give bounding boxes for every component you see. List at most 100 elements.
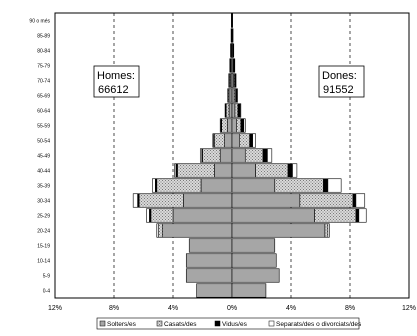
y-tick-2: 10-14 (37, 259, 50, 265)
homes-total: 66612 (98, 84, 129, 96)
legend-swatch-1 (156, 320, 163, 327)
bar-homes-s1-5 (150, 208, 174, 223)
bar-homes-s0-7 (200, 178, 233, 193)
legend-label-2: Vidus/es (222, 321, 248, 328)
y-tick-6: 30-34 (37, 199, 50, 205)
x-tick-4: 4% (286, 305, 296, 312)
y-tick-17: 85-89 (37, 34, 50, 40)
bar-dones-s1-7 (274, 178, 324, 193)
bar-dones-s2-12 (237, 103, 241, 118)
homes-title: Homes: (97, 70, 135, 82)
bar-dones-s3-6 (355, 193, 366, 208)
bar-homes-s3-4 (156, 223, 159, 238)
bar-homes-s3-6 (132, 193, 138, 208)
y-tick-16: 80-84 (37, 49, 50, 55)
bar-dones-s2-9 (262, 148, 268, 163)
bar-dones-s0-2 (231, 253, 277, 268)
x-tick-labels: 12% 8% 4% 0% 4% 8% 12% (48, 305, 416, 312)
bar-homes-s1-12 (225, 103, 230, 118)
x-tick-5: 8% (345, 305, 355, 312)
y-tick-labels: 0-4 5-9 10-14 15-19 20-24 25-29 30-34 35-39 40-4… (29, 19, 50, 295)
bar-homes-s1-4 (157, 223, 163, 238)
y-tick-12: 60-64 (37, 109, 50, 115)
legend-label-0: Solters/es (107, 321, 137, 328)
bar-homes-s0-11 (227, 118, 233, 133)
y-tick-4: 20-24 (37, 229, 50, 235)
x-tick-0: 12% (48, 305, 62, 312)
bar-dones-s0-6 (231, 193, 301, 208)
bar-dones-s1-8 (255, 163, 289, 178)
bar-dones-s1-11 (236, 118, 242, 133)
bar-dones-s1-9 (244, 148, 264, 163)
bar-dones-s3-11 (243, 118, 246, 133)
y-tick-8: 40-44 (37, 169, 50, 175)
bar-dones-s0-7 (231, 178, 276, 193)
bar-homes-s3-8 (174, 163, 177, 178)
legend-swatch-3 (268, 320, 275, 327)
bar-dones-s3-9 (267, 148, 273, 163)
bar-dones-s0-4 (231, 223, 326, 238)
dones-title: Dones: (322, 70, 357, 82)
y-tick-0: 0-4 (43, 289, 50, 295)
bar-homes-s0-0 (196, 283, 233, 298)
y-tick-7: 35-39 (37, 184, 50, 190)
bar-dones-s2-11 (240, 118, 245, 133)
x-tick-1: 8% (109, 305, 119, 312)
bar-dones-s1-12 (234, 103, 239, 118)
bar-homes-s0-6 (183, 193, 233, 208)
bar-dones-s3-7 (327, 178, 342, 193)
bar-dones-s0-13 (231, 88, 235, 103)
x-tick-6: 12% (402, 305, 416, 312)
bar-dones-s3-4 (327, 223, 330, 238)
y-tick-5: 25-29 (37, 214, 50, 220)
bar-homes-s1-10 (214, 133, 225, 148)
bar-dones-s3-10 (252, 133, 256, 148)
bar-homes-s0-4 (162, 223, 233, 238)
dones-label-box: Dones: 91552 (318, 65, 365, 98)
bar-homes-s0-3 (188, 238, 233, 253)
bar-homes-s1-11 (221, 118, 228, 133)
bar-homes-s1-9 (202, 148, 221, 163)
bar-homes-s3-5 (146, 208, 150, 223)
bar-dones-s3-8 (292, 163, 298, 178)
legend-frame (96, 317, 360, 330)
bars (132, 13, 367, 298)
bar-dones-s2-16 (232, 43, 235, 58)
bar-homes-s0-8 (214, 163, 233, 178)
y-tick-1: 5-9 (43, 274, 50, 280)
bar-homes-s1-8 (177, 163, 215, 178)
dones-total: 91552 (323, 84, 354, 96)
bar-homes-s1-6 (138, 193, 184, 208)
bar-dones-s0-0 (231, 283, 267, 298)
y-tick-9: 45-49 (37, 154, 50, 160)
legend: Solters/es Casats/des Vidus/es Separats/des… (96, 317, 362, 330)
bar-dones-s0-8 (231, 163, 256, 178)
bar-dones-s0-1 (231, 268, 280, 283)
bar-dones-s0-3 (231, 238, 276, 253)
bar-homes-s0-12 (228, 103, 233, 118)
y-tick-15: 75-79 (37, 64, 50, 70)
x-tick-2: 4% (168, 305, 178, 312)
bar-dones-s0-12 (231, 103, 236, 118)
bar-dones-s3-5 (358, 208, 367, 223)
bar-dones-s2-6 (352, 193, 357, 208)
bar-dones-s2-15 (233, 58, 236, 73)
bar-homes-s3-9 (199, 148, 203, 163)
bar-homes-s0-2 (185, 253, 233, 268)
bar-homes-s3-10 (212, 133, 214, 148)
y-tick-18: 90 o més (29, 19, 50, 25)
bar-dones-s0-11 (231, 118, 237, 133)
bar-dones-s1-5 (314, 208, 357, 223)
bar-dones-s2-7 (323, 178, 329, 193)
bar-homes-s0-5 (172, 208, 233, 223)
y-tick-13: 65-69 (37, 94, 50, 100)
bar-homes-s0-9 (219, 148, 233, 163)
y-tick-10: 50-54 (37, 139, 50, 145)
y-tick-3: 15-19 (37, 244, 50, 250)
bar-homes-s3-7 (152, 178, 156, 193)
bar-dones-s2-10 (249, 133, 253, 148)
bar-dones-s0-5 (231, 208, 315, 223)
bar-homes-s0-10 (224, 133, 233, 148)
legend-swatch-2 (214, 320, 221, 327)
